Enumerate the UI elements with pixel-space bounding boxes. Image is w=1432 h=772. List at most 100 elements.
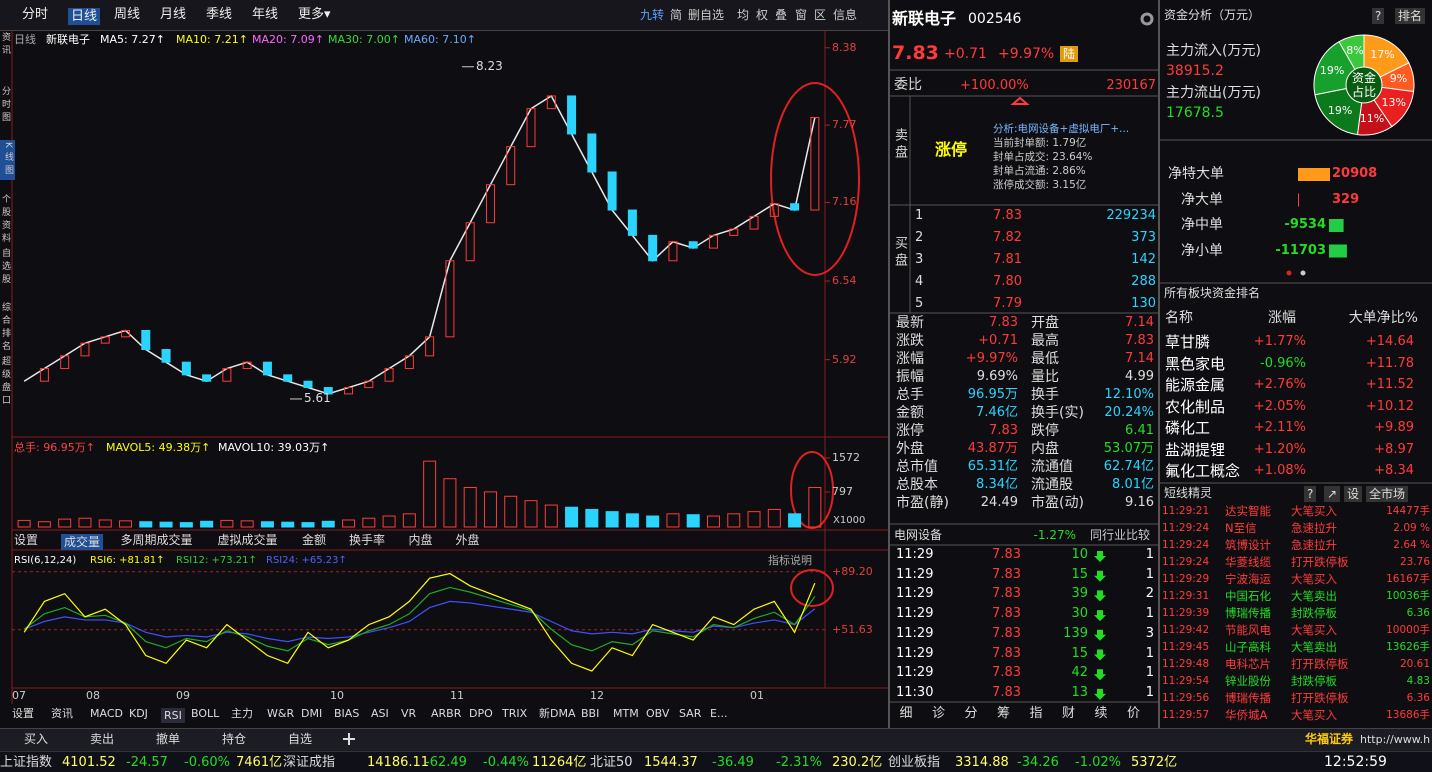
indicator-tab[interactable]: RSI [161, 708, 185, 723]
indicator-tab[interactable]: SAR [679, 707, 702, 720]
volume-bar [483, 491, 497, 528]
candle [100, 336, 110, 344]
label: -34.26 [1017, 755, 1059, 770]
indicator-tab[interactable]: VR [401, 707, 417, 720]
trade-button[interactable]: 撤单 [156, 732, 181, 746]
vol-tab[interactable]: 内盘 [408, 533, 433, 547]
label[interactable]: 排名 [1395, 8, 1426, 24]
period-tab[interactable]: 周线 [114, 7, 141, 22]
tool-button[interactable]: 九转 [640, 8, 665, 22]
label: 130 [1131, 296, 1156, 311]
label: 大笔卖出 [1291, 640, 1337, 654]
vol-tab[interactable]: 成交量 [61, 534, 104, 550]
period-tab[interactable]: 分时 [22, 7, 49, 22]
label: 13626手 [1386, 641, 1430, 653]
period-tab[interactable]: 更多▾ [298, 7, 331, 22]
detail-tab[interactable]: 价 [1126, 706, 1140, 721]
detail-tab[interactable]: 财 [1061, 706, 1075, 721]
indicator-tab[interactable]: DPO [469, 707, 493, 720]
vol-tab[interactable]: 金额 [302, 533, 327, 547]
settings-icon[interactable] [1140, 12, 1154, 26]
period-tab[interactable]: 月线 [160, 7, 187, 22]
label: 12:52:59 [1324, 754, 1387, 770]
label: 10 [1071, 547, 1088, 562]
indicator-tab[interactable]: ASI [371, 707, 389, 720]
indicator-tab[interactable]: MACD [90, 707, 123, 720]
page-dot[interactable] [1286, 270, 1292, 276]
volume-bar [200, 520, 214, 528]
indicator-tab[interactable]: W&R [267, 707, 295, 720]
side-tab[interactable]: 自选股 [0, 248, 10, 287]
pie-label: 11% [1359, 112, 1385, 126]
label: 氟化工概念 [1165, 462, 1241, 480]
candle [39, 368, 49, 382]
indicator-tab[interactable]: BIAS [334, 707, 360, 720]
side-tab[interactable]: K线图 [0, 140, 15, 180]
label: 总手 [896, 387, 924, 403]
side-tab[interactable]: 个股资料 [0, 194, 10, 246]
trade-button[interactable]: 买入 [24, 732, 49, 746]
vol-tab[interactable]: 换手率 [349, 533, 386, 547]
alert-button[interactable]: ? [1304, 486, 1317, 502]
tool-button[interactable]: 区 [814, 8, 827, 22]
indicator-tab[interactable]: MTM [613, 707, 639, 720]
indicator-tab[interactable]: 新DMA [539, 707, 576, 720]
alert-button[interactable]: 全市场 [1366, 486, 1409, 502]
label[interactable]: 同行业比较 [1090, 528, 1151, 542]
detail-tab[interactable]: 续 [1094, 706, 1108, 721]
tool-button[interactable]: 删自选 [688, 8, 725, 22]
label: 磷化工 [1165, 419, 1211, 437]
indicator-tab[interactable]: 主力 [231, 707, 253, 720]
side-tab[interactable]: 资讯 [0, 32, 10, 58]
label: 4.83 [1406, 675, 1430, 687]
indicator-tab[interactable]: OBV [646, 707, 670, 720]
vol-tab[interactable]: 多周期成交量 [120, 533, 193, 547]
tool-button[interactable]: 均 [737, 8, 750, 22]
detail-tab[interactable]: 诊 [931, 706, 945, 721]
trade-button[interactable]: 自选 [288, 732, 313, 746]
indicator-tab[interactable]: 资讯 [51, 707, 73, 720]
period-tab[interactable]: 年线 [252, 7, 279, 22]
side-tab[interactable]: 综合排名 [0, 302, 10, 354]
indicator-tab[interactable]: KDJ [129, 707, 148, 720]
tool-button[interactable]: 权 [756, 8, 769, 22]
side-tab[interactable]: 分时图 [0, 86, 10, 125]
indicator-tab[interactable]: DMI [301, 707, 323, 720]
trade-button[interactable]: 卖出 [90, 732, 115, 746]
period-tab[interactable]: 日线 [68, 8, 101, 25]
vol-tab[interactable]: 设置 [14, 533, 39, 547]
label: 中国石化 [1225, 589, 1271, 603]
indicator-tab[interactable]: BBI [581, 707, 600, 720]
indicator-tab[interactable]: E... [710, 707, 728, 720]
tool-button[interactable]: 叠 [775, 8, 788, 22]
detail-tab[interactable]: 细 [899, 706, 913, 721]
tool-button[interactable]: 简 [670, 8, 683, 22]
label: 7.83 [892, 42, 939, 64]
page-dot[interactable] [1300, 270, 1306, 276]
alert-button[interactable]: ↗ [1324, 486, 1341, 502]
detail-tab[interactable]: 分 [964, 706, 978, 721]
expand-icon[interactable] [1010, 96, 1030, 105]
help-link[interactable]: 指标说明 [768, 554, 812, 567]
trade-button[interactable]: 持仓 [222, 732, 247, 746]
alert-button[interactable]: 设 [1344, 486, 1363, 502]
label: 7.83 [992, 606, 1021, 622]
vol-tab[interactable]: 外盘 [455, 533, 480, 547]
volume-bar [240, 520, 254, 528]
period-tab[interactable]: 季线 [206, 7, 233, 22]
tool-button[interactable]: 信息 [833, 8, 858, 22]
price-line [23, 94, 816, 395]
side-tab[interactable]: 超级盘口 [0, 356, 10, 408]
indicator-tab[interactable]: TRIX [502, 707, 528, 720]
tool-button[interactable]: 窗 [795, 8, 808, 22]
vol-tab[interactable]: 虚拟成交量 [217, 533, 278, 547]
detail-tab[interactable]: 指 [1029, 706, 1043, 721]
indicator-tab[interactable]: BOLL [191, 707, 220, 720]
label[interactable]: ? [1372, 8, 1385, 24]
indicator-tab[interactable]: 设置 [12, 707, 34, 720]
detail-tab[interactable]: 筹 [996, 706, 1010, 721]
label: 电网设备 [894, 528, 943, 542]
candle [485, 184, 495, 224]
indicator-tab[interactable]: ARBR [431, 707, 462, 720]
